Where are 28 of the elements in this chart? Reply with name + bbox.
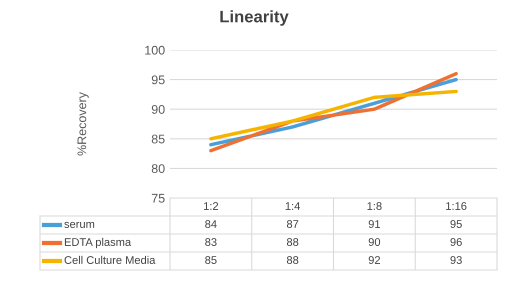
- data-label: 96: [450, 238, 462, 246]
- y-tick-label: 85: [152, 134, 165, 144]
- line-series: [209, 90, 458, 141]
- data-label: 88: [286, 256, 298, 264]
- x-tick-label: 1:16: [446, 202, 466, 210]
- x-tick-label: 1:4: [286, 202, 300, 210]
- y-tick-label: 90: [152, 105, 165, 114]
- y-tick-label: 80: [152, 164, 165, 174]
- y-axis-title: %Recovery: [77, 92, 89, 156]
- data-label: 84: [205, 220, 217, 228]
- x-tick-label: 1:8: [368, 202, 382, 210]
- legend-label: Cell Culture Media: [64, 256, 156, 264]
- legend-label: serum: [64, 222, 94, 228]
- data-label: 95: [450, 220, 462, 228]
- legend-label: EDTA plasma: [64, 238, 132, 248]
- data-label: 92: [368, 256, 380, 264]
- chart-title: Linearity: [220, 10, 289, 26]
- data-label: 91: [368, 220, 380, 228]
- y-tick-label: 100: [145, 46, 165, 55]
- data-label: 93: [450, 256, 462, 264]
- data-label: 87: [286, 220, 298, 228]
- y-tick-label: 75: [152, 194, 165, 203]
- x-tick-label: 1:2: [204, 202, 218, 210]
- data-label: 83: [205, 238, 217, 246]
- data-label: 85: [205, 256, 217, 264]
- data-label: 90: [368, 238, 380, 246]
- y-tick-label: 95: [152, 75, 165, 84]
- data-label: 88: [286, 238, 298, 246]
